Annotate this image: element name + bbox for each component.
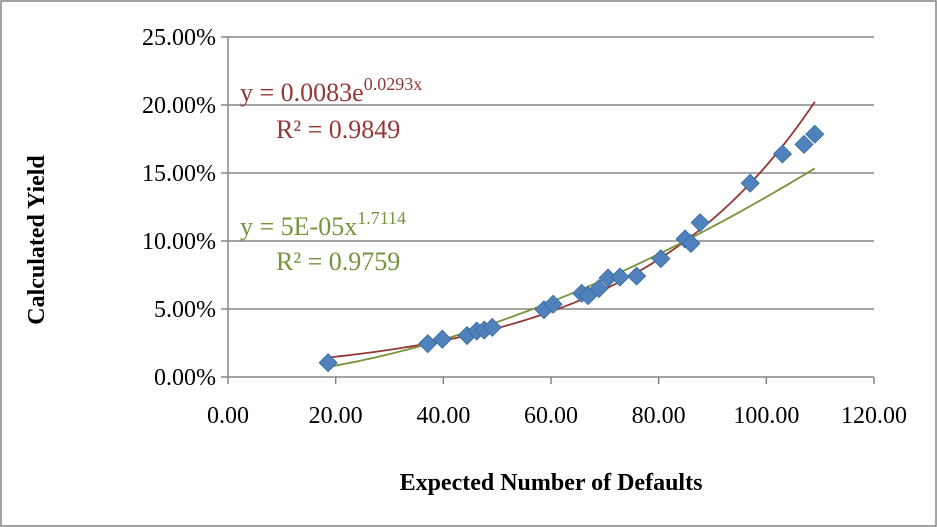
data-point-14 bbox=[627, 266, 647, 286]
data-point-21 bbox=[794, 134, 814, 155]
trendline-equation-exponential: y = 0.0083e0.0293x bbox=[240, 74, 422, 107]
x-axis-ticks: 0.00 20.00 40.00 60.00 80.00 100.00 120.00 bbox=[207, 377, 907, 429]
x-tick-label-1: 20.00 bbox=[309, 403, 363, 429]
data-point-0 bbox=[318, 353, 338, 373]
data-point-2 bbox=[432, 329, 452, 349]
data-point-18 bbox=[690, 213, 710, 233]
x-tick-label-2: 40.00 bbox=[416, 403, 470, 429]
gridlines bbox=[228, 36, 874, 310]
data-point-19 bbox=[740, 173, 760, 193]
data-point-6 bbox=[482, 317, 502, 337]
y-tick-label-0: 0.00% bbox=[154, 365, 216, 391]
y-tick-label-4: 20.00% bbox=[142, 93, 216, 119]
trendline-r2-exponential: R² = 0.9849 bbox=[276, 115, 400, 144]
x-tick-label-4: 80.00 bbox=[632, 403, 686, 429]
trendline-r2-power: R² = 0.9759 bbox=[276, 247, 400, 276]
data-point-13 bbox=[610, 267, 630, 287]
y-tick-label-1: 5.00% bbox=[154, 297, 216, 323]
data-point-22 bbox=[805, 124, 825, 144]
data-point-8 bbox=[543, 294, 563, 314]
trendline-equations: y = 0.0083e0.0293x R² = 0.9849 y = 5E-05x1… bbox=[240, 74, 422, 276]
y-axis-ticks: 0.00% 5.00% 10.00% 15.00% 20.00% 25.00% bbox=[142, 25, 228, 391]
x-tick-label-0: 0.00 bbox=[207, 403, 249, 429]
x-axis-title: Expected Number of Defaults bbox=[400, 470, 703, 496]
trendline-exponential bbox=[328, 101, 816, 359]
data-point-17 bbox=[681, 233, 701, 254]
trendline-power bbox=[327, 167, 816, 368]
data-point-15 bbox=[651, 249, 671, 269]
y-tick-label-3: 15.00% bbox=[142, 161, 216, 187]
x-tick-label-3: 60.00 bbox=[524, 403, 578, 429]
y-axis-title: Calculated Yield bbox=[24, 155, 50, 325]
data-point-11 bbox=[589, 279, 609, 299]
trendlines bbox=[327, 101, 816, 368]
y-tick-label-5: 25.00% bbox=[142, 25, 216, 51]
y-tick-label-2: 10.00% bbox=[142, 229, 216, 255]
x-tick-label-5: 100.00 bbox=[733, 403, 799, 429]
x-tick-label-6: 120.00 bbox=[841, 403, 907, 429]
data-point-20 bbox=[772, 144, 793, 164]
data-points bbox=[318, 124, 825, 373]
trendline-equation-power: y = 5E-05x1.7114 bbox=[240, 208, 406, 241]
data-point-1 bbox=[418, 334, 438, 354]
